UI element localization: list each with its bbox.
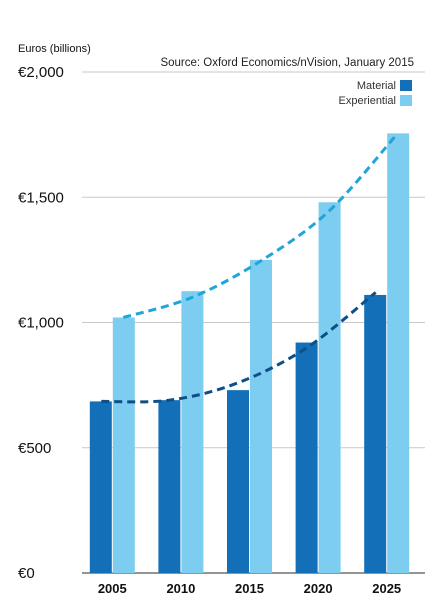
y-tick-label: €1,000 — [18, 315, 64, 332]
legend: Material Experiential — [339, 80, 412, 107]
y-tick-label: €2,000 — [18, 64, 64, 81]
bar-experiential-2005 — [112, 317, 135, 573]
trend-lines — [101, 132, 399, 404]
bars — [89, 133, 410, 573]
bar-material-2010 — [158, 400, 181, 573]
bar-material-2015 — [227, 390, 249, 573]
bar-experiential-2020 — [318, 202, 341, 573]
y-axis-label: Euros (billions) — [18, 43, 91, 55]
x-tick-label: 2005 — [98, 581, 127, 596]
bar-material-2020 — [295, 342, 318, 573]
y-tick-labels: €0 €500 €1,000 €1,500 €2,000 — [18, 64, 64, 582]
legend-label: Material — [357, 80, 396, 92]
bar-material-2005 — [89, 401, 112, 573]
y-tick-label: €1,500 — [18, 189, 64, 206]
x-tick-labels: 2005 2010 2015 2020 2025 — [98, 581, 401, 596]
source-note: Source: Oxford Economics/nVision, Januar… — [160, 57, 414, 69]
legend-label: Experiential — [339, 95, 396, 107]
trend-line-experiential — [122, 132, 399, 319]
x-tick-label: 2025 — [372, 581, 401, 596]
y-tick-label: €500 — [18, 440, 51, 457]
x-tick-label: 2020 — [304, 581, 333, 596]
y-tick-label: €0 — [18, 565, 35, 582]
legend-swatch — [400, 95, 412, 106]
trend-line-material — [101, 291, 377, 404]
bar-material-2025 — [364, 294, 387, 573]
x-tick-label: 2010 — [166, 581, 195, 596]
bar-experiential-2010 — [181, 291, 204, 573]
x-tick-label: 2015 — [235, 581, 264, 596]
bar-experiential-2025 — [387, 133, 410, 573]
legend-swatch — [400, 80, 412, 91]
bar-experiential-2015 — [250, 259, 272, 573]
